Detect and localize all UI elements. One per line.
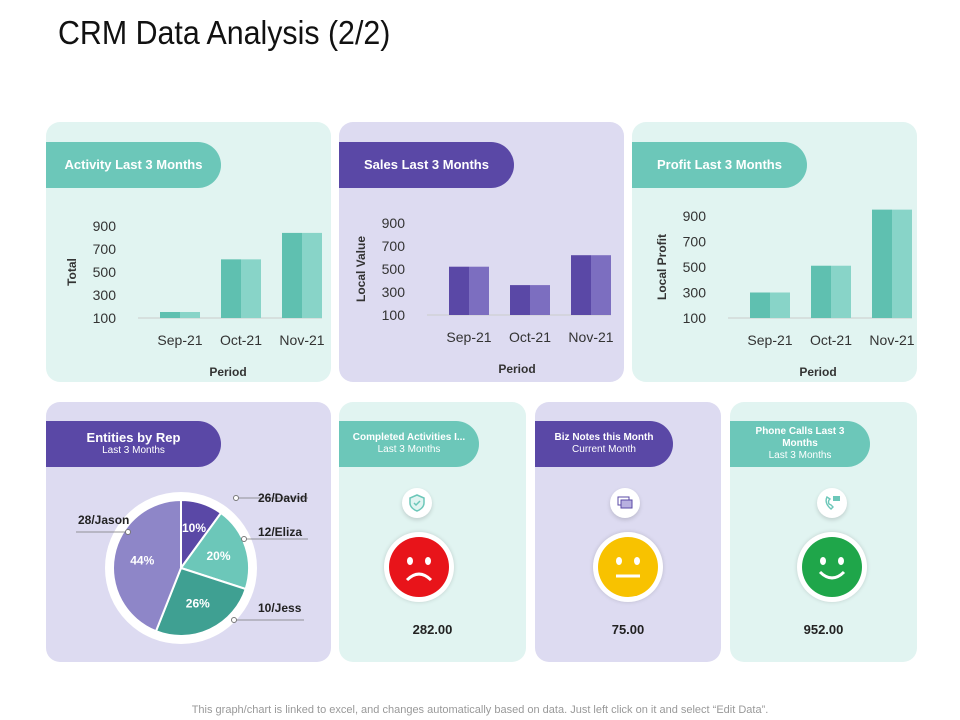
page-title: CRM Data Analysis (2/2): [58, 14, 391, 51]
x-tick-label: Nov-21: [869, 332, 914, 348]
bar-Oct-21-highlight: [530, 285, 550, 315]
kpi-title: Completed Activities I...: [352, 432, 466, 443]
pie-category-label: 10/Jess: [258, 601, 302, 615]
x-tick-label: Sep-21: [446, 329, 491, 345]
entities-pie-chart[interactable]: 10% 26/David 20% 12/Eliza 26% 10/Jess 44% 28/Ja…: [46, 402, 331, 662]
y-tick-label: 300: [683, 285, 707, 301]
y-tick-label: 500: [93, 264, 117, 280]
kpi-card-biz-notes: Biz Notes this Month Current Month 75.00: [535, 402, 721, 662]
entities-subtitle: Last 3 Months: [102, 445, 165, 456]
kpi-value: 282.00: [412, 622, 453, 637]
y-axis-title: Total: [65, 258, 79, 286]
y-tick-label: 500: [382, 261, 406, 277]
y-tick-label: 300: [93, 287, 117, 303]
pie-slice-eliza: [179, 511, 250, 591]
pie-percent-label: 20%: [206, 549, 230, 563]
footer-note: This graph/chart is linked to excel, and…: [191, 704, 769, 716]
activity-card: Activity Last 3 Months 100 300 500 700 900 Se…: [46, 122, 331, 382]
y-axis-title: Local Profit: [655, 234, 669, 300]
profit-chart[interactable]: 100 300 500 700 900 Sep-21 Oct-21 Nov-21 Period L…: [632, 122, 917, 382]
x-axis-title: Period: [498, 362, 535, 376]
x-tick-label: Oct-21: [220, 332, 262, 348]
bar-Sep-21: [449, 266, 469, 315]
kpi-value: 75.00: [611, 622, 645, 637]
bar-Oct-21: [811, 265, 831, 318]
bar-Sep-21: [160, 312, 180, 318]
bar-Nov-21: [571, 255, 591, 315]
y-axis-title: Local Value: [354, 236, 368, 302]
kpi-value: 952.00: [803, 622, 844, 637]
x-tick-label: Sep-21: [747, 332, 792, 348]
sales-card: Sales Last 3 Months 100 300 500 700 900 Sep-2…: [339, 122, 624, 382]
kpi-subtitle: Current Month: [572, 444, 636, 455]
neutral-face-icon: [593, 532, 663, 602]
bar-Oct-21: [221, 259, 241, 318]
y-tick-label: 100: [683, 310, 707, 326]
bar-Oct-21-highlight: [831, 265, 851, 318]
happy-face-icon: [797, 532, 867, 602]
y-tick-label: 700: [93, 241, 117, 257]
x-axis-title: Period: [209, 365, 246, 379]
leader-dot: [125, 529, 131, 535]
kpi-title: Biz Notes this Month: [554, 432, 654, 443]
pie-percent-label: 26%: [186, 597, 210, 611]
notes-icon: [610, 488, 640, 518]
x-tick-label: Oct-21: [509, 329, 551, 345]
kpi-subtitle: Last 3 Months: [768, 450, 832, 461]
y-tick-label: 900: [93, 218, 117, 234]
leader-dot: [233, 495, 239, 501]
pie-category-label: 26/David: [258, 491, 307, 505]
y-tick-label: 300: [382, 284, 406, 300]
y-tick-label: 900: [683, 208, 707, 224]
entities-header: Entities by Rep Last 3 Months: [46, 421, 221, 467]
bar-Sep-21: [750, 292, 770, 318]
bar-Nov-21: [872, 209, 892, 318]
phone-icon: [817, 488, 847, 518]
kpi-title: Phone Calls Last 3 Months: [755, 426, 845, 449]
entities-title: Entities by Rep: [86, 430, 181, 445]
bar-Nov-21-highlight: [892, 209, 912, 318]
pie-percent-label: 44%: [130, 554, 154, 568]
x-axis-title: Period: [799, 365, 836, 379]
sales-chart[interactable]: 100 300 500 700 900 Sep-21 Oct-21 Nov-21 Period L…: [339, 122, 624, 382]
y-tick-label: 100: [93, 310, 117, 326]
leader-dot: [241, 536, 247, 542]
activity-header: Activity Last 3 Months: [46, 142, 221, 188]
sales-header: Sales Last 3 Months: [339, 142, 514, 188]
profit-header: Profit Last 3 Months: [632, 142, 807, 188]
bar-Oct-21: [510, 285, 530, 315]
kpi-card-phone-calls: Phone Calls Last 3 Months Last 3 Months 9…: [730, 402, 917, 662]
profit-card: Profit Last 3 Months 100 300 500 700 900 Sep-…: [632, 122, 917, 382]
bar-Nov-21-highlight: [591, 255, 611, 315]
bar-Sep-21-highlight: [770, 292, 790, 318]
entities-card: Entities by Rep Last 3 Months 10% 26/Davi…: [46, 402, 331, 662]
bar-Sep-21-highlight: [469, 266, 489, 315]
bar-Nov-21-highlight: [302, 232, 322, 318]
leader-dot: [231, 617, 237, 623]
shield-check-icon: [402, 488, 432, 518]
kpi-card-completed-activities: Completed Activities I... Last 3 Months 2…: [339, 402, 526, 662]
y-tick-label: 900: [382, 215, 406, 231]
pie-slice-jess: [154, 566, 247, 637]
pie-category-label: 28/Jason: [78, 513, 129, 527]
sad-face-icon: [384, 532, 454, 602]
pie-percent-label: 10%: [182, 521, 206, 535]
x-tick-label: Sep-21: [157, 332, 202, 348]
y-tick-label: 100: [382, 307, 406, 323]
x-tick-label: Nov-21: [568, 329, 613, 345]
y-tick-label: 700: [683, 234, 707, 250]
y-tick-label: 700: [382, 238, 406, 254]
activity-chart[interactable]: 100 300 500 700 900 Sep-21 Oct-21 Nov-21 Period T…: [46, 122, 331, 382]
x-tick-label: Oct-21: [810, 332, 852, 348]
bar-Sep-21-highlight: [180, 312, 200, 318]
bar-Nov-21: [282, 232, 302, 318]
x-tick-label: Nov-21: [279, 332, 324, 348]
kpi-subtitle: Last 3 Months: [377, 444, 441, 455]
y-tick-label: 500: [683, 259, 707, 275]
bar-Oct-21-highlight: [241, 259, 261, 318]
pie-category-label: 12/Eliza: [258, 525, 302, 539]
